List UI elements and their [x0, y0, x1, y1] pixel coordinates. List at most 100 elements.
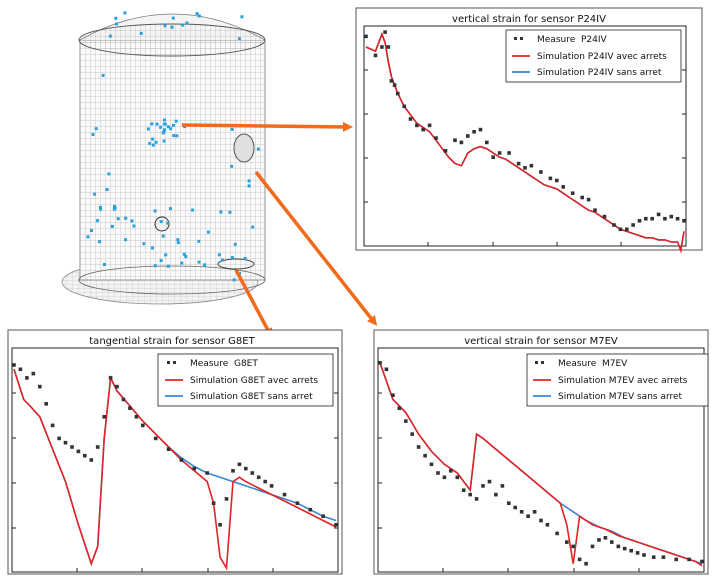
panel-p24iv: vertical strain for sensor P24IV Measure…: [355, 7, 703, 254]
sensor-dot: [146, 127, 150, 131]
measure-point: [83, 453, 87, 458]
sensor-dot: [166, 264, 170, 268]
sensor-dot: [195, 12, 199, 16]
sensor-dot: [105, 188, 109, 191]
sensor-markers: [86, 11, 260, 282]
measure-point: [529, 163, 534, 168]
sensor-dot: [161, 234, 165, 238]
measure-point: [637, 219, 642, 223]
measure-point: [507, 151, 511, 155]
measure-point: [650, 216, 654, 221]
plot-series-p24iv: [364, 30, 686, 254]
sensor-dot: [103, 263, 106, 266]
measure-point: [466, 134, 470, 138]
sensor-dot: [154, 140, 158, 144]
legend-label-avec: Simulation G8ET avec arrets: [190, 376, 318, 386]
legend-box: [157, 353, 334, 407]
measure-point: [364, 34, 368, 39]
sensor-dot: [166, 221, 170, 225]
sensor-dot: [110, 224, 114, 228]
sensor-dot: [116, 217, 120, 221]
sensor-dot: [240, 15, 244, 19]
measure-point: [115, 384, 119, 389]
measure-point: [474, 497, 479, 501]
sensor-dot: [98, 240, 102, 244]
tank-body-mesh: [80, 40, 265, 280]
y-ticks: [378, 392, 382, 529]
measure-point: [141, 423, 145, 428]
sensor-dot: [162, 129, 166, 133]
sensor-dot: [159, 125, 163, 129]
measure-point: [380, 45, 384, 49]
measure-point: [526, 514, 530, 518]
measure-point: [392, 83, 397, 87]
measure-point: [593, 208, 597, 212]
measure-point: [618, 227, 623, 232]
measure-point: [519, 510, 524, 514]
measure-point: [224, 497, 229, 501]
measure-point: [383, 30, 387, 34]
sensor-dot: [132, 224, 136, 228]
measure-point: [102, 415, 106, 419]
measure-point: [166, 447, 171, 451]
measure-point: [478, 127, 483, 132]
measure-point: [397, 406, 402, 410]
legend-label-measure: Measure G8ET: [190, 359, 258, 369]
sensor-dot: [139, 31, 143, 35]
measure-point: [378, 361, 382, 365]
sensor-dot: [124, 238, 128, 242]
measure-point: [612, 223, 616, 227]
measure-point: [622, 546, 627, 551]
sensor-dot: [124, 216, 128, 220]
legend: Measure G8ET Simulation G8ET avec arrets…: [157, 353, 334, 407]
measure-point: [472, 130, 476, 134]
measure-point: [44, 402, 48, 406]
tank-illustration: [61, 11, 266, 305]
legend: Measure M7EV Simulation M7EV avec arrets…: [526, 353, 709, 407]
measure-point: [449, 469, 453, 473]
measure-point: [642, 553, 646, 557]
measure-point: [571, 544, 575, 549]
measure-point: [211, 501, 216, 505]
measure-point: [580, 195, 584, 200]
measure-point: [237, 462, 242, 467]
measure-point: [545, 523, 550, 527]
arrow-to-m7ev: [254, 170, 378, 326]
measure-point: [153, 436, 158, 441]
sensor-dot: [237, 37, 241, 41]
measure-point: [644, 216, 648, 221]
measure-point: [625, 227, 629, 232]
legend-label-avec: Simulation P24IV avec arrets: [537, 52, 667, 62]
measure-point: [603, 536, 608, 540]
sensor-dot: [148, 141, 152, 145]
series-line-avec-arrets: [13, 369, 337, 571]
sensor-dot: [95, 219, 99, 223]
legend-marker-measure: [167, 361, 170, 364]
tank-opening-side: [233, 133, 255, 163]
measure-point: [12, 363, 16, 367]
sensor-dot: [243, 257, 247, 260]
measure-point: [548, 176, 553, 181]
sensor-dot: [142, 242, 146, 246]
sensor-dot: [180, 261, 184, 265]
sensor-dot: [107, 172, 111, 176]
measure-point: [321, 514, 325, 518]
measure-point: [295, 501, 300, 505]
sensor-dot: [151, 246, 154, 250]
measure-point: [282, 492, 287, 497]
measure-point: [507, 501, 511, 505]
measure-point: [539, 170, 543, 174]
legend-label-sans: Simulation P24IV sans arret: [537, 68, 662, 78]
legend: Measure P24IV Simulation P24IV avec arre…: [505, 29, 682, 83]
sensor-dot: [159, 259, 163, 263]
sensor-dot: [163, 122, 167, 126]
measure-point: [455, 475, 460, 480]
measure-point: [555, 531, 559, 536]
measure-point: [661, 555, 666, 559]
measure-point: [63, 440, 68, 445]
measure-point: [687, 557, 691, 562]
sensor-dot: [151, 137, 155, 141]
sensor-dot: [197, 239, 201, 243]
sensor-dot: [123, 11, 127, 15]
sensor-dot: [197, 14, 201, 18]
